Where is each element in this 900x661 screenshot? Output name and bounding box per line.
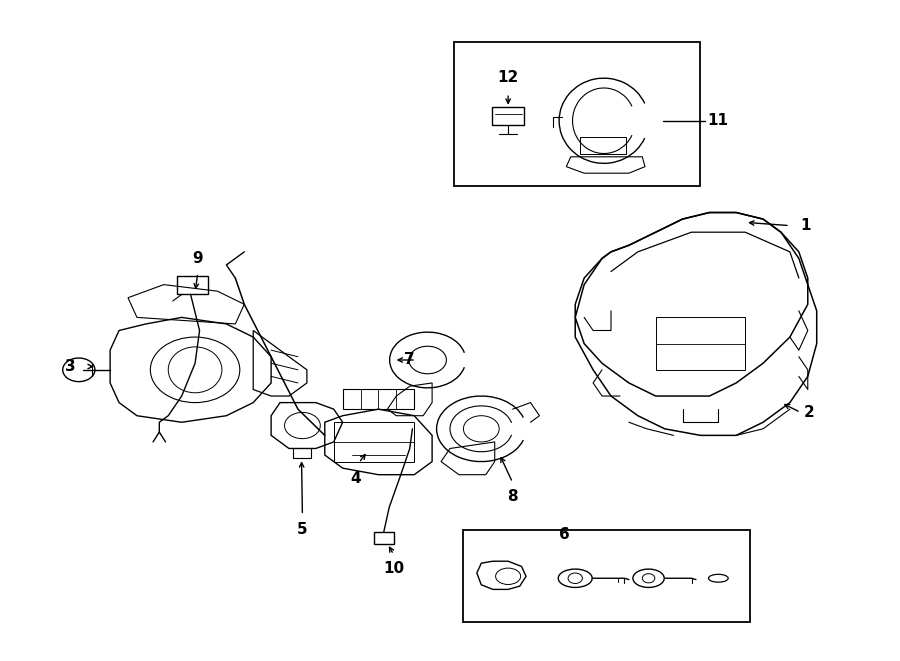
Bar — [464, 530, 750, 622]
Text: 1: 1 — [801, 218, 811, 233]
Text: 9: 9 — [193, 251, 203, 266]
Text: 2: 2 — [804, 405, 814, 420]
Text: 7: 7 — [403, 352, 414, 368]
Text: 10: 10 — [383, 561, 404, 576]
Text: 6: 6 — [559, 527, 570, 542]
Text: 3: 3 — [66, 359, 77, 374]
Text: 5: 5 — [297, 522, 308, 537]
Bar — [454, 42, 700, 186]
Text: 8: 8 — [508, 489, 518, 504]
Bar — [492, 107, 524, 126]
Bar — [334, 422, 414, 461]
Bar — [580, 137, 626, 153]
Text: 12: 12 — [498, 69, 518, 85]
Text: 4: 4 — [351, 471, 362, 486]
Bar — [374, 531, 393, 543]
Text: 11: 11 — [707, 113, 729, 128]
Bar — [656, 317, 745, 369]
Bar — [177, 276, 209, 294]
